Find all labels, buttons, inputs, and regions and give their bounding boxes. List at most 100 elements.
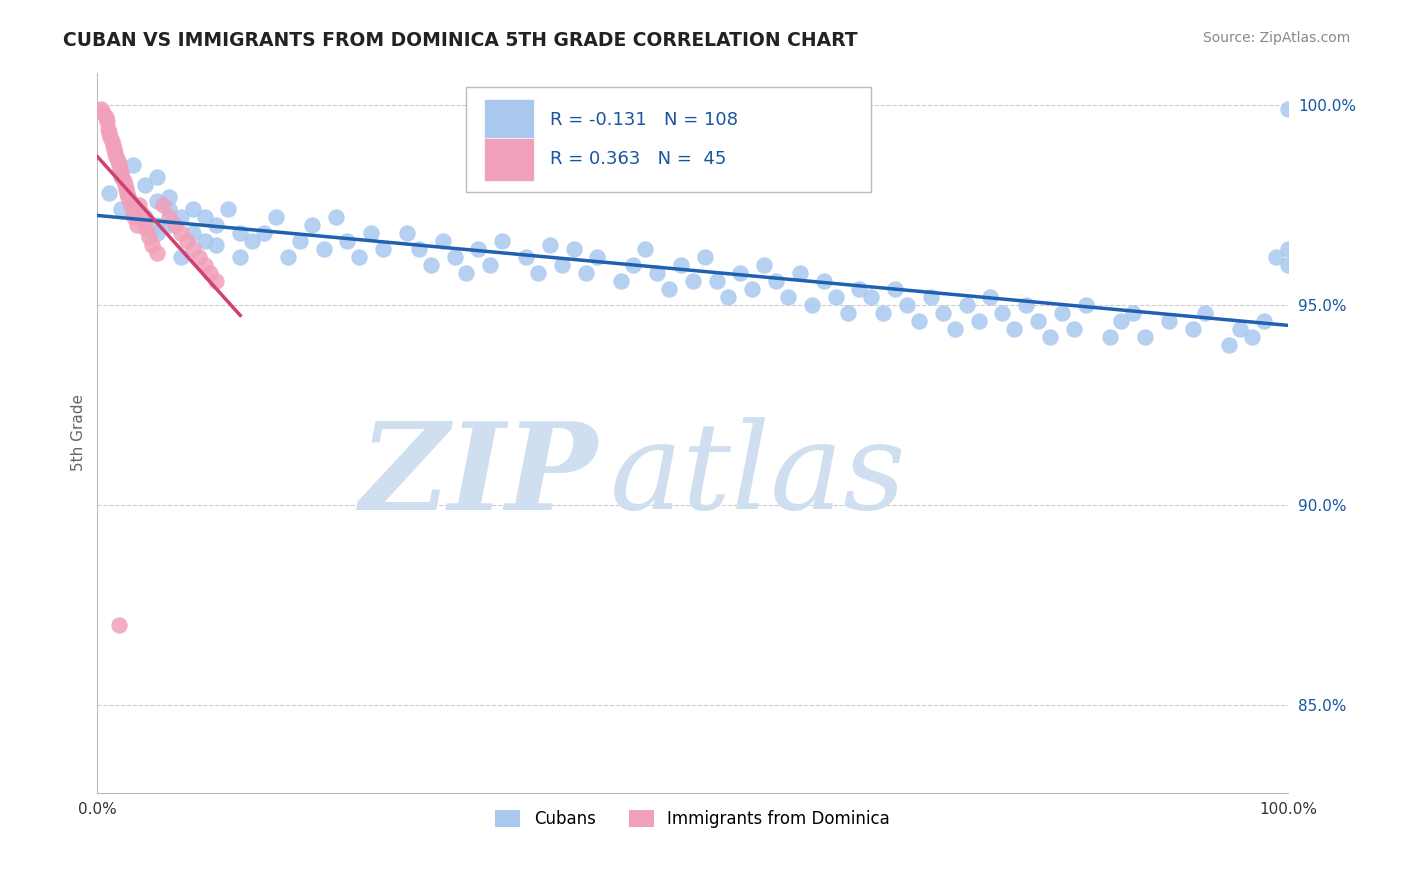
- Point: [141, 238, 163, 252]
- Point: [97, 122, 120, 136]
- Point: [645, 266, 668, 280]
- Point: [229, 226, 252, 240]
- Point: [1074, 298, 1097, 312]
- Point: [128, 198, 150, 212]
- Point: [336, 234, 359, 248]
- Point: [105, 150, 128, 164]
- Text: atlas: atlas: [609, 417, 905, 534]
- Point: [146, 246, 169, 260]
- Point: [730, 266, 752, 280]
- Point: [157, 218, 180, 232]
- Y-axis label: 5th Grade: 5th Grade: [72, 394, 86, 471]
- Point: [122, 158, 145, 172]
- Point: [813, 274, 835, 288]
- Point: [115, 186, 138, 200]
- Point: [800, 298, 823, 312]
- Point: [111, 169, 134, 184]
- Point: [146, 226, 169, 240]
- Point: [586, 250, 609, 264]
- Text: R = 0.363   N =  45: R = 0.363 N = 45: [550, 151, 727, 169]
- Point: [360, 226, 382, 240]
- Point: [90, 102, 112, 116]
- Point: [122, 198, 145, 212]
- Point: [134, 178, 156, 192]
- FancyBboxPatch shape: [467, 87, 872, 192]
- Point: [1002, 322, 1025, 336]
- Point: [110, 202, 132, 216]
- Point: [754, 258, 776, 272]
- Point: [515, 250, 537, 264]
- Point: [217, 202, 239, 216]
- Point: [193, 234, 215, 248]
- Legend: Cubans, Immigrants from Dominica: Cubans, Immigrants from Dominica: [489, 803, 897, 835]
- Point: [108, 161, 131, 176]
- Point: [288, 234, 311, 248]
- Point: [717, 290, 740, 304]
- Point: [1135, 330, 1157, 344]
- Point: [94, 110, 117, 124]
- Point: [138, 230, 160, 244]
- Point: [669, 258, 692, 272]
- Point: [170, 226, 193, 240]
- Point: [187, 250, 209, 264]
- Point: [264, 210, 287, 224]
- Point: [562, 242, 585, 256]
- Point: [1218, 338, 1240, 352]
- Point: [527, 266, 550, 280]
- Point: [1063, 322, 1085, 336]
- Point: [443, 250, 465, 264]
- Point: [1277, 258, 1299, 272]
- Point: [349, 250, 371, 264]
- Text: ZIP: ZIP: [359, 417, 598, 535]
- Point: [200, 266, 222, 280]
- Point: [120, 198, 142, 212]
- Point: [1181, 322, 1204, 336]
- Point: [325, 210, 347, 224]
- Point: [152, 198, 174, 212]
- Point: [789, 266, 811, 280]
- Point: [551, 258, 574, 272]
- Point: [932, 306, 955, 320]
- Point: [1277, 102, 1299, 116]
- Point: [824, 290, 846, 304]
- Point: [205, 218, 228, 232]
- Point: [122, 206, 145, 220]
- Point: [920, 290, 942, 304]
- Point: [176, 234, 198, 248]
- Point: [135, 222, 157, 236]
- Point: [193, 258, 215, 272]
- Point: [157, 190, 180, 204]
- Point: [312, 242, 335, 256]
- Point: [104, 145, 127, 160]
- Point: [205, 238, 228, 252]
- Point: [1277, 242, 1299, 256]
- Point: [181, 242, 204, 256]
- Text: CUBAN VS IMMIGRANTS FROM DOMINICA 5TH GRADE CORRELATION CHART: CUBAN VS IMMIGRANTS FROM DOMINICA 5TH GR…: [63, 31, 858, 50]
- Point: [776, 290, 799, 304]
- Point: [1253, 314, 1275, 328]
- Point: [181, 226, 204, 240]
- Text: R = -0.131   N = 108: R = -0.131 N = 108: [550, 111, 738, 128]
- Point: [146, 169, 169, 184]
- Point: [134, 210, 156, 224]
- Point: [884, 282, 907, 296]
- Point: [100, 130, 122, 145]
- Point: [131, 206, 153, 220]
- Point: [132, 214, 155, 228]
- Point: [634, 242, 657, 256]
- Point: [658, 282, 681, 296]
- Point: [682, 274, 704, 288]
- Point: [432, 234, 454, 248]
- Point: [146, 194, 169, 208]
- Point: [110, 169, 132, 184]
- Point: [1026, 314, 1049, 328]
- Point: [908, 314, 931, 328]
- Point: [872, 306, 894, 320]
- Point: [491, 234, 513, 248]
- Point: [157, 202, 180, 216]
- FancyBboxPatch shape: [484, 138, 534, 180]
- Point: [967, 314, 990, 328]
- Point: [467, 242, 489, 256]
- Point: [277, 250, 299, 264]
- Point: [146, 218, 169, 232]
